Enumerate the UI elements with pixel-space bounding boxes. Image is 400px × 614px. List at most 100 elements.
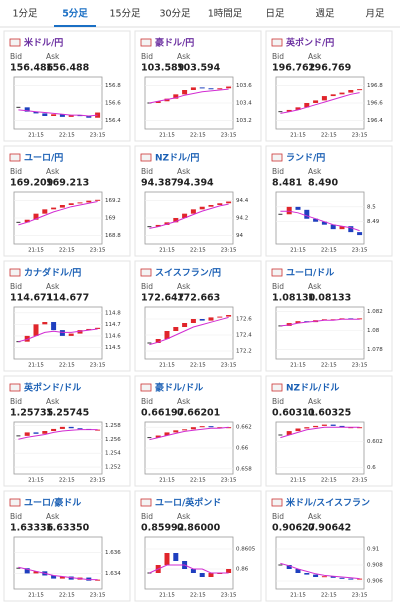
x-tick-label: 23:15 xyxy=(352,478,368,484)
y-tick-label: 168.8 xyxy=(105,233,121,239)
ask-value: 1.25745 xyxy=(46,408,89,419)
pair-name[interactable]: NZドル/円 xyxy=(155,153,199,164)
candle xyxy=(339,425,345,428)
y-tick-label: 0.906 xyxy=(367,579,383,585)
flag-icon xyxy=(9,153,21,162)
bid-label: Bid xyxy=(10,282,22,291)
y-tick-label: 0.91 xyxy=(367,547,379,553)
candle xyxy=(77,202,83,204)
candle xyxy=(348,226,354,233)
candle xyxy=(164,553,170,565)
candle xyxy=(95,429,101,431)
pair-name[interactable]: 英ポンド/円 xyxy=(285,37,334,49)
candle xyxy=(173,327,179,331)
flag-icon xyxy=(271,498,283,507)
tab[interactable]: 1分足 xyxy=(12,9,38,20)
candle xyxy=(95,199,101,201)
x-tick-label: 23:15 xyxy=(221,478,237,484)
moving-average-line xyxy=(149,203,229,229)
candle xyxy=(357,89,363,91)
candle xyxy=(33,213,39,220)
x-tick-label: 23:15 xyxy=(352,133,368,139)
flag-icon xyxy=(9,38,21,47)
ask-value: 172.663 xyxy=(177,293,220,304)
pair-name[interactable]: ユーロ/英ポンド xyxy=(155,497,221,509)
candle xyxy=(51,207,57,210)
tab[interactable]: 月足 xyxy=(365,9,385,20)
bid-label: Bid xyxy=(141,52,153,61)
ask-label: Ask xyxy=(308,167,322,176)
ask-label: Ask xyxy=(46,282,60,291)
candle xyxy=(226,315,232,317)
y-tick-label: 1.078 xyxy=(367,347,383,353)
x-tick-label: 21:15 xyxy=(28,363,44,369)
candle xyxy=(321,221,327,225)
candle xyxy=(33,111,39,114)
pair-name[interactable]: スイスフラン/円 xyxy=(155,268,221,279)
flag-icon xyxy=(9,268,21,277)
tab[interactable]: 30分足 xyxy=(159,9,191,20)
y-tick-label: 0.908 xyxy=(367,563,383,569)
chart-box xyxy=(13,306,103,360)
pair-name[interactable]: NZドル/ドル xyxy=(286,383,339,394)
y-tick-label: 172.6 xyxy=(236,317,252,323)
candle xyxy=(226,86,232,89)
x-tick-label: 22:15 xyxy=(190,593,206,599)
pair-name[interactable]: ユーロ/豪ドル xyxy=(24,497,81,509)
candle xyxy=(330,94,336,97)
ask-label: Ask xyxy=(177,397,191,406)
tab[interactable]: 5分足 xyxy=(62,8,88,20)
y-tick-label: 1.254 xyxy=(105,451,121,457)
candle xyxy=(155,101,161,103)
pair-name[interactable]: ランド/円 xyxy=(286,153,325,164)
x-tick-label: 21:15 xyxy=(159,478,175,484)
tab[interactable]: 週足 xyxy=(315,8,335,20)
x-tick-label: 23:15 xyxy=(90,248,106,254)
x-tick-label: 22:15 xyxy=(59,363,75,369)
y-tick-label: 169 xyxy=(105,216,116,222)
pair-name[interactable]: 英ポンド/ドル xyxy=(23,382,81,394)
ask-value: 1.63350 xyxy=(46,523,90,534)
tab[interactable]: 日足 xyxy=(265,9,285,20)
x-tick-label: 22:15 xyxy=(321,133,337,139)
pair-name[interactable]: 米ドル/スイスフラン xyxy=(285,497,370,509)
pair-name[interactable]: 米ドル/円 xyxy=(23,37,63,49)
flag-icon xyxy=(140,383,152,392)
chart-box xyxy=(13,421,103,475)
candle xyxy=(339,577,345,579)
x-tick-label: 21:15 xyxy=(290,593,306,599)
pair-name[interactable]: 豪ドル/円 xyxy=(155,37,194,49)
y-tick-label: 1.252 xyxy=(105,465,121,471)
candle xyxy=(313,100,319,103)
moving-average-line xyxy=(280,92,360,114)
active-tab-underline xyxy=(54,25,96,27)
pair-name[interactable]: ユーロ/円 xyxy=(24,153,63,164)
pair-name[interactable]: 豪ドル/ドル xyxy=(155,382,203,394)
pair-name[interactable]: ユーロ/ドル xyxy=(286,268,334,279)
candle xyxy=(59,205,65,208)
tab[interactable]: 15分足 xyxy=(109,9,141,20)
x-tick-label: 22:15 xyxy=(321,478,337,484)
moving-average-line xyxy=(149,564,229,574)
pair-name[interactable]: カナダドル/円 xyxy=(24,267,81,279)
x-tick-label: 22:15 xyxy=(321,593,337,599)
candle xyxy=(68,333,74,336)
y-tick-label: 1.08 xyxy=(367,328,380,334)
x-tick-label: 22:15 xyxy=(59,478,75,484)
moving-average-line xyxy=(18,566,98,581)
moving-average-line xyxy=(18,328,98,343)
bid-label: Bid xyxy=(141,167,153,176)
tab[interactable]: 1時間足 xyxy=(208,9,243,20)
y-tick-label: 0.658 xyxy=(236,466,252,472)
bid-value: 172.647 xyxy=(141,293,184,304)
candle xyxy=(68,115,74,117)
moving-average-line xyxy=(18,429,98,440)
candle xyxy=(208,426,214,428)
candle xyxy=(173,218,179,223)
bid-value: 1.63336 xyxy=(10,523,54,534)
